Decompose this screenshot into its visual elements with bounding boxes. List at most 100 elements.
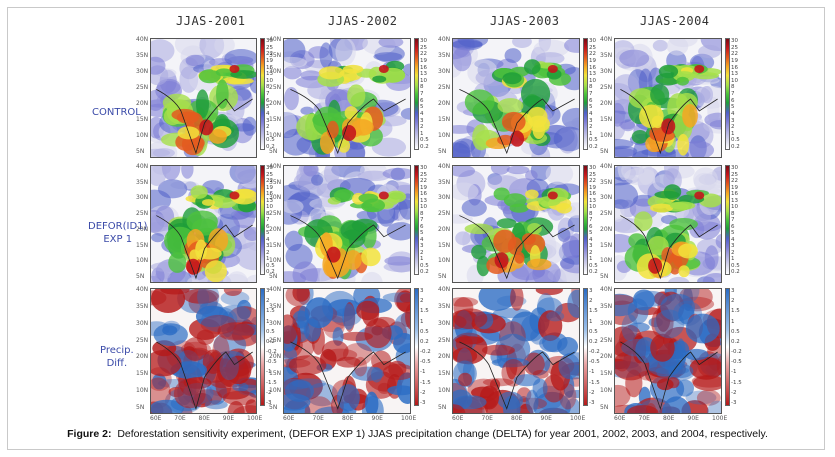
colorbar-tick-label: 30 [589,38,596,44]
lat-tick-label: 40N [269,163,282,170]
lat-tick-label: 35N [136,178,149,186]
colorbar-tick-label: -0.5 [589,359,600,366]
row-label-defor: DEFOR(ID1) EXP 1 [88,220,147,246]
lon-tick-label: 100E [570,415,586,422]
colorbar-tick-label: 0.2 [266,338,275,345]
colorbar-tick-label: 0.2 [420,269,429,275]
lat-tick-label: 5N [438,404,447,411]
lat-tick-label: 25N [269,336,282,344]
colorbar-tick-label: 25 [266,171,273,178]
lat-tick-label: 20N [136,100,149,107]
lat-tick-label: 15N [136,370,149,378]
lat-tick-label: 35N [438,178,451,186]
precip-colorbar [260,38,265,150]
lon-tick-label: 60E [614,415,626,422]
lat-tick-label: 30N [438,194,451,202]
colorbar-tick-label: 3 [420,243,424,249]
colorbar-tick-label: 25 [420,44,427,51]
lon-tick-label: 70E [638,415,650,422]
colorbar-tick-label: 5 [266,230,270,236]
lat-tick-label: 25N [136,210,149,218]
colorbar-tick-label: -3 [589,400,595,406]
colorbar-tick-label: 6 [731,223,735,230]
lat-tick-label: 30N [136,68,149,75]
row-label-defor-line1: DEFOR(ID1) [88,221,148,232]
colorbar-tick-label: -1 [589,369,595,376]
colorbar-tick-label: 7 [731,91,735,97]
colorbar-tick-label: 25 [589,44,596,51]
colorbar-tick-label: 0.5 [731,137,740,144]
colorbar-tick-label: -2 [589,389,595,396]
colorbar-tick-label: 4 [589,110,593,117]
diff-colorbar [414,288,419,406]
row-label-control-line: CONTROL [92,107,141,118]
lat-tick-label: 25N [600,336,613,344]
lat-tick-label: 20N [438,225,451,233]
map-field-image [453,166,579,282]
colorbar-tick-label: 5 [420,230,424,236]
colorbar-tick-label: 0.5 [266,328,275,335]
colorbar-tick-label: 10 [266,77,273,84]
map-panel-r3-c1 [150,288,257,414]
lat-tick-label: 25N [438,336,451,344]
column-title-2002: JJAS-2002 [328,14,398,28]
colorbar-tick-label: 30 [731,165,738,171]
colorbar-tick-label: 10 [420,204,427,210]
colorbar-tick-label: 0.2 [589,144,598,150]
precip-colorbar [260,165,265,275]
precip-colorbar [583,38,588,150]
lat-tick-label: 15N [600,116,613,123]
colorbar-tick-label: -0.5 [420,359,431,366]
colorbar-tick-label: 22 [589,178,596,184]
map-panel-r1-c2 [283,38,411,158]
colorbar-tick-label: 4 [420,236,424,243]
colorbar-tick-label: 1.5 [731,308,740,315]
colorbar-tick-label: 0.2 [266,144,275,150]
lat-tick-label: 20N [136,225,149,233]
colorbar-tick-label: 0.5 [266,262,275,269]
lat-tick-label: 15N [269,116,282,123]
colorbar-tick-label: 0.2 [589,269,598,275]
colorbar-tick-label: 0.5 [731,328,740,335]
colorbar-tick-label: 4 [731,236,735,243]
column-title-2001: JJAS-2001 [176,14,246,28]
colorbar-tick-label: 0.2 [420,144,429,150]
map-panel-r1-c4 [614,38,722,158]
colorbar-tick-label: -0.2 [589,349,600,356]
colorbar-tick-label: 2 [266,124,270,131]
lat-tick-label: 25N [600,84,613,91]
colorbar-tick-label: 0.2 [589,338,598,345]
lon-tick-label: 90E [371,415,383,422]
colorbar-tick-label: 13 [731,71,738,78]
colorbar-tick-label: 8 [731,210,735,217]
lat-tick-label: 35N [600,302,613,310]
colorbar-tick-label: 3 [731,288,735,294]
lat-tick-label: 30N [600,68,613,75]
colorbar-tick-label: 2 [731,298,735,305]
colorbar-tick-label: 3 [589,243,593,249]
caption-label: Figure 2: [67,428,112,440]
colorbar-tick-label: 3 [266,288,270,294]
lat-tick-label: 5N [136,273,145,280]
column-title-2004: JJAS-2004 [640,14,710,28]
lon-tick-label: 60E [283,415,295,422]
colorbar-tick-label: 3 [420,288,424,294]
colorbar-tick-label: 1 [731,318,735,325]
colorbar-tick-label: 16 [589,64,596,71]
colorbar-tick-label: -2 [731,389,737,396]
colorbar-tick-label: 7 [420,217,424,223]
colorbar-tick-label: 3 [731,117,735,124]
colorbar-tick-label: 30 [266,38,273,44]
colorbar-tick-label: 8 [420,84,424,91]
colorbar-tick-label: 2 [589,124,593,131]
lon-tick-label: 70E [174,415,186,422]
lat-tick-label: 35N [269,52,282,59]
lat-tick-label: 30N [269,319,282,327]
map-panel-r3-c3 [452,288,580,414]
lat-tick-label: 30N [269,68,282,75]
lat-tick-label: 15N [136,241,149,249]
colorbar-tick-label: 10 [731,204,738,210]
colorbar-tick-label: 4 [266,110,270,117]
colorbar-tick-label: 8 [589,84,593,91]
colorbar-tick-label: 5 [731,230,735,236]
